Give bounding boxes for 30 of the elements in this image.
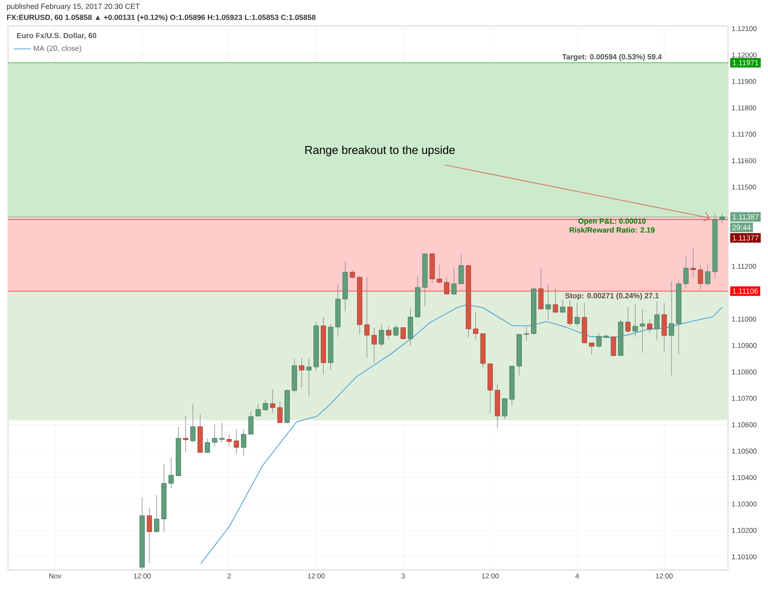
candlestick <box>372 328 377 363</box>
candlestick <box>610 336 616 357</box>
candlestick <box>668 281 674 376</box>
candlestick <box>458 254 464 284</box>
candlestick <box>654 301 660 340</box>
candlestick <box>552 288 558 313</box>
candlestick <box>546 284 551 320</box>
candlestick <box>574 302 580 327</box>
candlestick <box>299 358 304 388</box>
candlestick <box>647 319 652 334</box>
candlestick <box>451 266 457 296</box>
candlestick <box>625 306 631 334</box>
annotation: Range breakout to the upside <box>305 146 455 156</box>
candlestick <box>378 324 384 348</box>
candlestick <box>204 438 210 454</box>
candlestick <box>386 325 392 340</box>
candlestick <box>393 324 399 337</box>
candlestick <box>560 300 566 314</box>
candlestick <box>306 358 312 396</box>
candlestick <box>408 308 414 346</box>
candlestick <box>183 416 188 453</box>
candlestick <box>662 302 667 352</box>
candlestick <box>589 342 594 355</box>
candlestick <box>146 507 152 564</box>
candlestick <box>444 276 450 296</box>
candlestick <box>400 326 406 340</box>
candlestick <box>190 403 196 443</box>
candlestick <box>596 332 602 348</box>
candlestick <box>567 300 573 327</box>
candlestick <box>538 268 544 310</box>
